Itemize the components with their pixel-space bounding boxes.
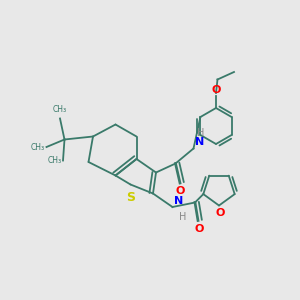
Text: H: H <box>197 128 205 139</box>
Text: O: O <box>195 224 204 233</box>
Text: CH₃: CH₃ <box>47 156 61 165</box>
Text: CH₃: CH₃ <box>53 105 67 114</box>
Text: O: O <box>175 186 185 196</box>
Text: S: S <box>127 191 136 204</box>
Text: H: H <box>178 212 186 223</box>
Text: O: O <box>216 208 225 218</box>
Text: N: N <box>195 137 204 147</box>
Text: O: O <box>211 85 221 94</box>
Text: CH₃: CH₃ <box>31 142 45 152</box>
Text: N: N <box>174 196 183 206</box>
